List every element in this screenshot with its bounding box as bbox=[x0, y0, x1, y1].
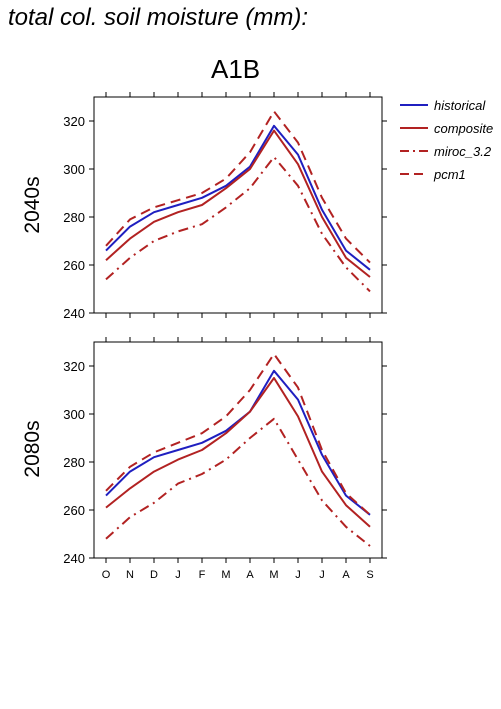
panel-2040s: 240 260 280 300 320 2040s bbox=[21, 92, 387, 321]
legend-label: composite bbox=[434, 121, 493, 136]
series-line-pcm1 bbox=[105, 110, 371, 264]
x-tick-label: A bbox=[342, 569, 350, 581]
series-line-pcm1 bbox=[105, 353, 371, 516]
x-tick-label: M bbox=[269, 569, 278, 581]
y-tick-label: 320 bbox=[63, 114, 85, 129]
page-title: total col. soil moisture (mm): bbox=[8, 4, 309, 31]
y-tick-label: 300 bbox=[63, 407, 85, 422]
legend-label: historical bbox=[434, 98, 486, 113]
series-line-miroc_3.2 bbox=[105, 417, 371, 547]
y-tick-label: 260 bbox=[63, 258, 85, 273]
x-tick-label: S bbox=[366, 569, 373, 581]
series-line-composite bbox=[105, 129, 371, 278]
row-label: 2080s bbox=[21, 420, 44, 477]
x-tick-label: F bbox=[199, 569, 206, 581]
x-tick-label: J bbox=[319, 569, 325, 581]
y-tick-label: 240 bbox=[63, 306, 85, 321]
y-tick-label: 280 bbox=[63, 455, 85, 470]
row-label: 2040s bbox=[21, 176, 44, 233]
legend-label: miroc_3.2 bbox=[434, 144, 492, 159]
scenario-title: A1B bbox=[211, 54, 261, 84]
plot-frame bbox=[93, 341, 383, 559]
y-tick-label: 260 bbox=[63, 503, 85, 518]
x-tick-label: D bbox=[150, 569, 158, 581]
plot-frame bbox=[93, 96, 383, 314]
legend-label: pcm1 bbox=[433, 167, 466, 182]
y-tick-label: 280 bbox=[63, 210, 85, 225]
x-tick-label: J bbox=[175, 569, 181, 581]
series-line-composite bbox=[105, 377, 371, 528]
y-tick-label: 240 bbox=[63, 551, 85, 566]
series-line-historical bbox=[105, 369, 371, 516]
panel-2080s: 240 260 280 300 320 O N D J F M A M J J A S 2080s bbox=[21, 337, 387, 581]
x-tick-label: N bbox=[126, 569, 134, 581]
series-line-miroc_3.2 bbox=[105, 156, 371, 293]
series-line-historical bbox=[105, 124, 371, 271]
y-tick-label: 320 bbox=[63, 359, 85, 374]
y-tick-label: 300 bbox=[63, 162, 85, 177]
x-tick-label: J bbox=[295, 569, 301, 581]
x-tick-label: M bbox=[221, 569, 230, 581]
x-tick-label: A bbox=[246, 569, 254, 581]
legend: historical composite miroc_3.2 pcm1 bbox=[400, 98, 493, 182]
x-tick-label: O bbox=[102, 569, 111, 581]
